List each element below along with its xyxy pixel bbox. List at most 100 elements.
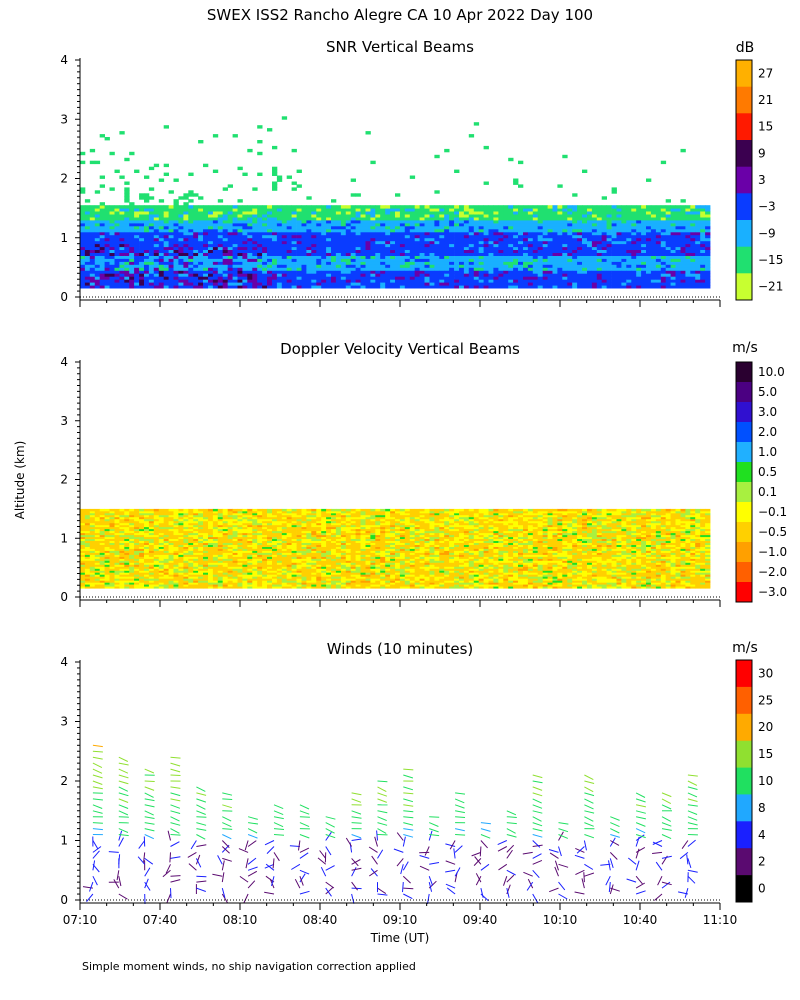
- snr-cell: [257, 125, 263, 129]
- snr-cell: [523, 258, 529, 262]
- snr-cell: [444, 225, 450, 230]
- snr-cell: [577, 252, 583, 256]
- velocity-cell: [163, 522, 169, 526]
- velocity-cell: [158, 558, 165, 561]
- snr-cell: [409, 258, 416, 262]
- snr-cell: [158, 217, 165, 221]
- snr-cell: [508, 261, 514, 265]
- velocity-cell: [188, 536, 194, 539]
- velocity-cell: [80, 556, 86, 559]
- snr-cell: [626, 220, 632, 224]
- snr-cell: [601, 246, 607, 250]
- snr-cell: [700, 217, 706, 221]
- velocity-cell: [94, 560, 101, 563]
- snr-cell: [680, 208, 686, 212]
- snr-cell: [360, 261, 366, 265]
- velocity-cell: [173, 566, 179, 569]
- snr-cell: [700, 276, 706, 280]
- velocity-cell: [153, 538, 160, 541]
- snr-cell: [173, 243, 179, 248]
- snr-cell: [419, 211, 425, 215]
- velocity-cell: [84, 540, 91, 543]
- velocity-cell: [99, 580, 105, 583]
- velocity-cell: [114, 530, 120, 534]
- velocity-cell: [222, 512, 228, 516]
- snr-cell: [611, 222, 617, 227]
- velocity-cell: [89, 552, 96, 555]
- snr-cell: [690, 225, 696, 230]
- snr-cell: [257, 273, 263, 277]
- snr-cell: [267, 208, 273, 212]
- velocity-cell: [148, 564, 155, 567]
- snr-cell: [262, 252, 268, 256]
- snr-cell: [222, 246, 228, 250]
- snr-cell: [478, 282, 484, 286]
- velocity-cell: [232, 572, 238, 575]
- snr-cell: [99, 202, 105, 206]
- velocity-cell: [217, 534, 224, 538]
- snr-cell: [655, 243, 662, 248]
- snr-cell: [212, 237, 219, 242]
- snr-cell: [572, 211, 578, 215]
- snr-cell: [158, 234, 165, 239]
- snr-cell: [222, 258, 228, 262]
- snr-cell: [306, 240, 312, 245]
- snr-cell: [306, 282, 312, 286]
- snr-cell: [665, 217, 671, 221]
- snr-cell: [399, 217, 406, 221]
- velocity-cell: [208, 566, 214, 569]
- velocity-cell: [203, 554, 209, 557]
- snr-cell: [611, 258, 617, 262]
- snr-cell: [601, 258, 607, 262]
- snr-cell: [665, 282, 671, 286]
- snr-cell: [119, 240, 125, 245]
- velocity-cell: [168, 534, 174, 538]
- velocity-cell: [144, 572, 150, 575]
- snr-cell: [326, 228, 332, 233]
- velocity-cell: [139, 548, 145, 551]
- snr-cell: [655, 234, 662, 239]
- snr-cell: [508, 246, 514, 250]
- velocity-cell: [188, 550, 194, 553]
- velocity-cell: [153, 552, 160, 555]
- snr-cell: [99, 261, 105, 265]
- snr-cell: [390, 231, 396, 236]
- snr-cell: [557, 273, 563, 277]
- velocity-cell: [222, 520, 228, 524]
- snr-cell: [434, 217, 440, 221]
- snr-cell: [350, 217, 356, 221]
- snr-cell: [444, 234, 450, 239]
- velocity-cell: [104, 552, 110, 555]
- snr-cell: [577, 208, 583, 212]
- snr-cell: [695, 205, 701, 209]
- snr-cell: [124, 237, 130, 242]
- snr-cell: [193, 222, 199, 227]
- snr-cell: [650, 273, 657, 277]
- velocity-cell: [217, 544, 224, 547]
- snr-cell: [257, 270, 263, 274]
- snr-cell: [695, 249, 701, 253]
- velocity-cell: [193, 540, 199, 543]
- snr-cell: [80, 285, 86, 289]
- snr-cell: [124, 258, 130, 262]
- snr-cell: [552, 243, 558, 248]
- snr-cell: [557, 205, 563, 209]
- velocity-cell: [80, 550, 86, 553]
- snr-cell: [449, 285, 455, 289]
- snr-cell: [650, 225, 657, 230]
- snr-cell: [468, 237, 475, 242]
- snr-cell: [257, 172, 263, 176]
- velocity-cell: [163, 524, 169, 528]
- snr-cell: [286, 234, 292, 239]
- snr-cell: [655, 261, 662, 265]
- snr-cell: [335, 255, 342, 259]
- snr-cell: [316, 208, 322, 212]
- snr-cell: [685, 249, 691, 253]
- velocity-cell: [148, 516, 155, 520]
- velocity-cell: [89, 514, 96, 518]
- snr-cell: [276, 279, 283, 283]
- velocity-cell: [144, 530, 150, 534]
- snr-cell: [365, 228, 371, 233]
- snr-cell: [650, 270, 657, 274]
